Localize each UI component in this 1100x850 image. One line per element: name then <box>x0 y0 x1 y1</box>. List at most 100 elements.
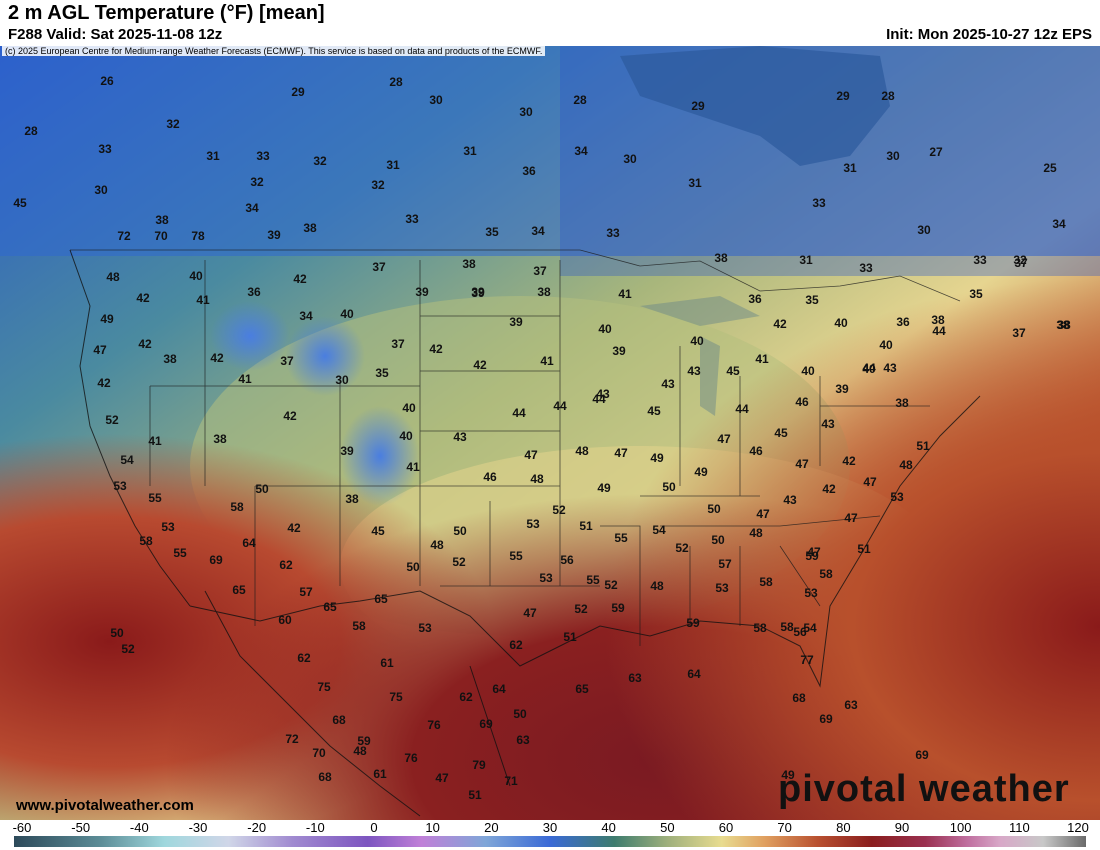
temperature-label: 44 <box>932 324 946 338</box>
temperature-label: 69 <box>479 717 493 731</box>
temperature-label: 72 <box>117 229 131 243</box>
temperature-label: 64 <box>242 536 256 550</box>
temperature-label: 65 <box>374 592 388 606</box>
temperature-label: 47 <box>863 475 877 489</box>
colorbar: -60 -50 -40 -30 -20 -10 0 10 20 30 40 50 60 70 80 90 100… <box>0 820 1100 850</box>
temperature-label: 37 <box>1012 326 1026 340</box>
temperature-label: 50 <box>707 502 721 516</box>
temperature-label: 43 <box>821 417 835 431</box>
temperature-label: 55 <box>614 531 628 545</box>
temperature-label: 50 <box>255 482 269 496</box>
temperature-label: 44 <box>735 402 749 416</box>
temperature-label: 27 <box>929 145 943 159</box>
temperature-label: 51 <box>916 439 930 453</box>
temperature-label: 30 <box>519 105 533 119</box>
temperature-label: 28 <box>389 75 403 89</box>
temperature-label: 40 <box>399 429 413 443</box>
temperature-label: 76 <box>427 718 441 732</box>
temperature-label: 76 <box>404 751 418 765</box>
temperature-label: 42 <box>287 521 301 535</box>
temperature-label: 33 <box>256 149 270 163</box>
temperature-label: 62 <box>509 638 523 652</box>
temperature-label: 38 <box>537 285 551 299</box>
temperature-label: 41 <box>406 460 420 474</box>
temperature-label: 71 <box>504 774 518 788</box>
temperature-label: 56 <box>560 553 574 567</box>
temperature-label: 61 <box>380 656 394 670</box>
temperature-label: 42 <box>822 482 836 496</box>
temperature-label: 47 <box>523 606 537 620</box>
colorbar-tick-label: 0 <box>370 820 378 835</box>
colorbar-ticks: -60 -50 -40 -30 -20 -10 0 10 20 30 40 50 60 70 80 90 100… <box>0 820 1100 835</box>
temperature-label: 64 <box>492 682 506 696</box>
temperature-label: 41 <box>540 354 554 368</box>
temperature-label: 77 <box>800 653 814 667</box>
temperature-label: 51 <box>857 542 871 556</box>
temperature-label: 48 <box>575 444 589 458</box>
temperature-label: 58 <box>819 567 833 581</box>
temperature-label: 32 <box>166 117 180 131</box>
temperature-label: 31 <box>386 158 400 172</box>
temperature-label: 69 <box>819 712 833 726</box>
temperature-label: 55 <box>509 549 523 563</box>
temperature-label: 50 <box>662 480 676 494</box>
temperature-label: 70 <box>312 746 326 760</box>
temperature-label: 38 <box>895 396 909 410</box>
temperature-label: 52 <box>552 503 566 517</box>
temperature-label: 78 <box>191 229 205 243</box>
temperature-label: 37 <box>533 264 547 278</box>
temperature-label: 42 <box>293 272 307 286</box>
temperature-label: 35 <box>969 287 983 301</box>
temperature-label: 45 <box>647 404 661 418</box>
temperature-label: 61 <box>373 767 387 781</box>
temperature-label: 43 <box>661 377 675 391</box>
temperature-label: 72 <box>285 732 299 746</box>
init-time: Init: Mon 2025-10-27 12z EPS <box>886 26 1092 43</box>
temperature-label: 47 <box>844 511 858 525</box>
temperature-label: 50 <box>110 626 124 640</box>
temperature-label: 40 <box>598 322 612 336</box>
temperature-label: 58 <box>139 534 153 548</box>
temperature-label: 47 <box>524 448 538 462</box>
temperature-label: 47 <box>614 446 628 460</box>
temperature-label: 37 <box>372 260 386 274</box>
temperature-label: 52 <box>574 602 588 616</box>
colorbar-tick-label: 60 <box>718 820 734 835</box>
temperature-label: 55 <box>586 573 600 587</box>
temperature-label: 42 <box>429 342 443 356</box>
temperature-label: 54 <box>120 453 134 467</box>
temperature-label: 63 <box>628 671 642 685</box>
temperature-label: 65 <box>323 600 337 614</box>
colorbar-tick-label: 80 <box>836 820 851 835</box>
temperature-label: 33 <box>973 253 987 267</box>
temperature-label: 47 <box>756 507 770 521</box>
temperature-label: 38 <box>303 221 317 235</box>
temperature-label: 52 <box>121 642 135 656</box>
temperature-label: 47 <box>435 771 449 785</box>
temperature-label: 42 <box>842 454 856 468</box>
temperature-label: 42 <box>773 317 787 331</box>
temperature-label: 45 <box>774 426 788 440</box>
temperature-label: 40 <box>340 307 354 321</box>
temperature-label: 41 <box>755 352 769 366</box>
temperature-label: 26 <box>100 74 114 88</box>
temperature-label: 62 <box>279 558 293 572</box>
temperature-label: 52 <box>105 413 119 427</box>
temperature-label: 33 <box>405 212 419 226</box>
temperature-label: 33 <box>606 226 620 240</box>
temperature-label: 37 <box>1014 256 1028 270</box>
temperature-label: 32 <box>1013 253 1027 267</box>
temperature-label: 65 <box>575 682 589 696</box>
temperature-label: 38 <box>163 352 177 366</box>
temperature-label: 38 <box>1056 318 1070 332</box>
temperature-label: 53 <box>526 517 540 531</box>
temperature-label: 79 <box>472 758 486 772</box>
temperature-label: 63 <box>844 698 858 712</box>
temperature-label: 56 <box>793 625 807 639</box>
temperature-label: 43 <box>596 387 610 401</box>
temperature-label: 34 <box>245 201 259 215</box>
temperature-label: 52 <box>675 541 689 555</box>
temperature-label: 33 <box>98 142 112 156</box>
temperature-label: 48 <box>650 579 664 593</box>
temperature-label: 46 <box>749 444 763 458</box>
